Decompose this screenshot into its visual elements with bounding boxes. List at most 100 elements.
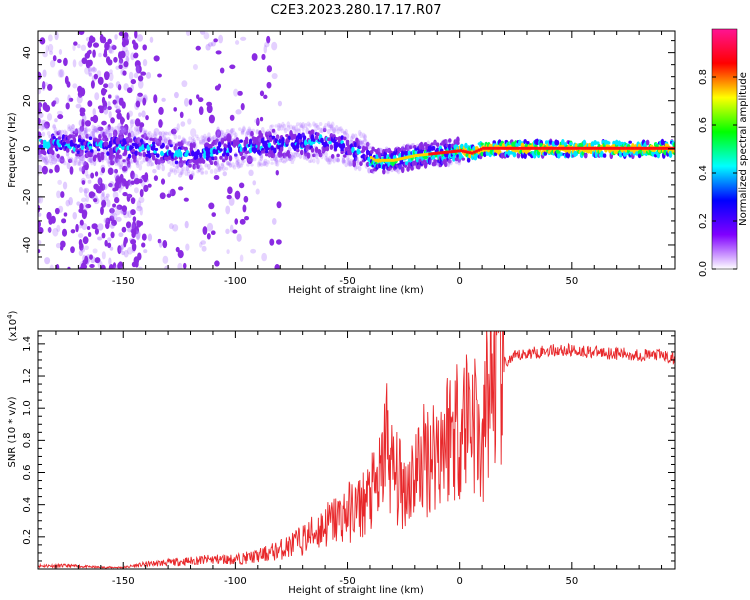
spectrogram-band-mark: [326, 121, 331, 127]
spectrogram-x-tick-label: -50: [339, 276, 355, 287]
spectrogram-band-mark: [158, 135, 163, 142]
spectrogram-noise-mark: [109, 246, 114, 251]
spectrogram-band-mark: [304, 153, 308, 159]
spectrogram-band-mark: [285, 154, 289, 162]
spectrogram-band-mark: [110, 126, 114, 132]
spectrogram-band-mark: [359, 143, 363, 149]
spectrogram-ridge-mark: [547, 146, 550, 150]
spectrogram-noise-mark: [120, 117, 125, 123]
spectrogram-band-mark: [672, 148, 675, 153]
spectrogram-band-mark: [203, 138, 207, 144]
spectrogram-band-mark: [134, 142, 139, 150]
spectrogram-band-mark: [94, 128, 98, 133]
spectrogram-band-mark: [104, 141, 109, 147]
spectrogram-band-mark: [435, 147, 440, 153]
spectrogram-band-mark: [204, 136, 209, 141]
spectrogram-band-mark: [384, 148, 389, 153]
spectrogram-band-mark: [317, 149, 322, 153]
spectrogram-band-mark: [305, 148, 309, 154]
spectrogram-noise-mark: [107, 124, 111, 131]
spectrogram-noise-mark: [57, 179, 63, 185]
spectrogram-band-mark: [125, 129, 129, 135]
spectrogram-band-mark: [142, 131, 147, 135]
spectrogram-noise-mark: [41, 165, 48, 175]
spectrogram-band-mark: [110, 149, 114, 154]
spectrogram-ridge-mark: [403, 156, 407, 160]
spectrogram-band-mark: [205, 155, 210, 161]
spectrogram-noise-mark: [54, 118, 58, 123]
spectrogram-band-mark: [269, 129, 273, 134]
spectrogram-noise-mark: [69, 166, 74, 175]
spectrogram-noise-mark: [44, 257, 51, 265]
spectrogram-noise-mark: [236, 233, 242, 242]
spectrogram-band-mark: [313, 123, 318, 129]
spectrogram-ridge-mark: [598, 146, 602, 150]
spectrogram-ridge-mark: [515, 146, 519, 150]
spectrogram-band-mark: [67, 124, 71, 129]
snr-x-label: Height of straight line (km): [288, 585, 424, 596]
spectrogram-noise-mark: [93, 198, 98, 203]
spectrogram-band-mark: [277, 127, 281, 132]
spectrogram-noise-mark: [47, 83, 53, 91]
spectrogram-noise-mark: [113, 56, 118, 63]
snr-scale-note: (x104): [6, 310, 19, 341]
spectrogram-noise-mark: [116, 204, 123, 210]
spectrogram-noise-mark: [117, 122, 123, 131]
spectrogram-noise-mark: [56, 190, 61, 199]
spectrogram-band-mark: [312, 138, 316, 142]
spectrogram-noise-mark: [136, 34, 144, 42]
spectrogram-band-mark: [236, 162, 241, 169]
spectrogram-ridge-mark: [479, 147, 483, 151]
snr-x-tick-label: -50: [339, 576, 355, 587]
spectrogram-noise-mark: [277, 151, 283, 158]
spectrogram-noise-mark: [64, 75, 69, 85]
spectrogram-band-mark: [511, 141, 515, 147]
spectrogram-ridge-mark: [553, 146, 557, 150]
spectrogram-noise-mark: [263, 45, 268, 54]
spectrogram-noise-mark: [120, 125, 125, 130]
spectrogram-band-mark: [57, 130, 62, 134]
spectrogram-noise-mark: [75, 223, 79, 233]
spectrogram-band-mark: [134, 158, 139, 165]
spectrogram-band-mark: [83, 130, 87, 135]
spectrogram-band-mark: [108, 131, 113, 137]
spectrogram-ridge-mark: [657, 146, 660, 150]
spectrogram-band-mark: [79, 125, 83, 132]
spectrogram-band-mark: [228, 155, 233, 162]
spectrogram-band-mark: [146, 158, 151, 164]
spectrogram-band-mark: [264, 149, 269, 154]
spectrogram-band-mark: [57, 129, 62, 135]
spectrogram-band-mark: [275, 160, 280, 167]
spectrogram-band-mark: [306, 152, 311, 159]
spectrogram-band-mark: [41, 131, 46, 137]
spectrogram-band-mark: [212, 134, 217, 140]
spectrogram-band-mark: [452, 155, 456, 162]
spectrogram-noise-mark: [107, 167, 114, 175]
spectrogram-ridge-mark: [468, 151, 472, 155]
spectrogram-band-mark: [160, 150, 164, 157]
spectrogram-band-mark: [231, 127, 235, 133]
spectrogram-noise-mark: [108, 257, 112, 266]
spectrogram-noise-mark: [111, 219, 117, 226]
snr-x-tick-label: 0: [456, 576, 462, 587]
spectrogram-noise-mark: [54, 164, 60, 173]
spectrogram-ridge-mark: [616, 146, 620, 150]
spectrogram-noise-mark: [244, 216, 250, 221]
spectrogram-ridge-mark: [396, 157, 400, 161]
spectrogram-noise-mark: [38, 164, 43, 173]
spectrogram-ridge-mark: [538, 146, 541, 150]
spectrogram-ridge-mark: [504, 146, 508, 150]
spectrogram-band-mark: [172, 132, 176, 137]
spectrogram-ridge-mark: [369, 156, 373, 160]
spectrogram-noise-mark: [141, 233, 147, 241]
spectrogram-band-mark: [204, 170, 209, 175]
spectrogram-band-mark: [173, 168, 178, 176]
spectrogram-noise-mark: [116, 112, 122, 120]
spectrogram-band-mark: [146, 144, 151, 151]
spectrogram-band-mark: [461, 157, 466, 161]
spectrogram-band-mark: [590, 141, 595, 148]
spectrogram-noise-mark: [121, 250, 125, 256]
spectrogram-ridge-mark: [594, 146, 597, 150]
spectrogram-band-mark: [281, 136, 285, 144]
spectrogram-band-mark: [155, 163, 160, 170]
